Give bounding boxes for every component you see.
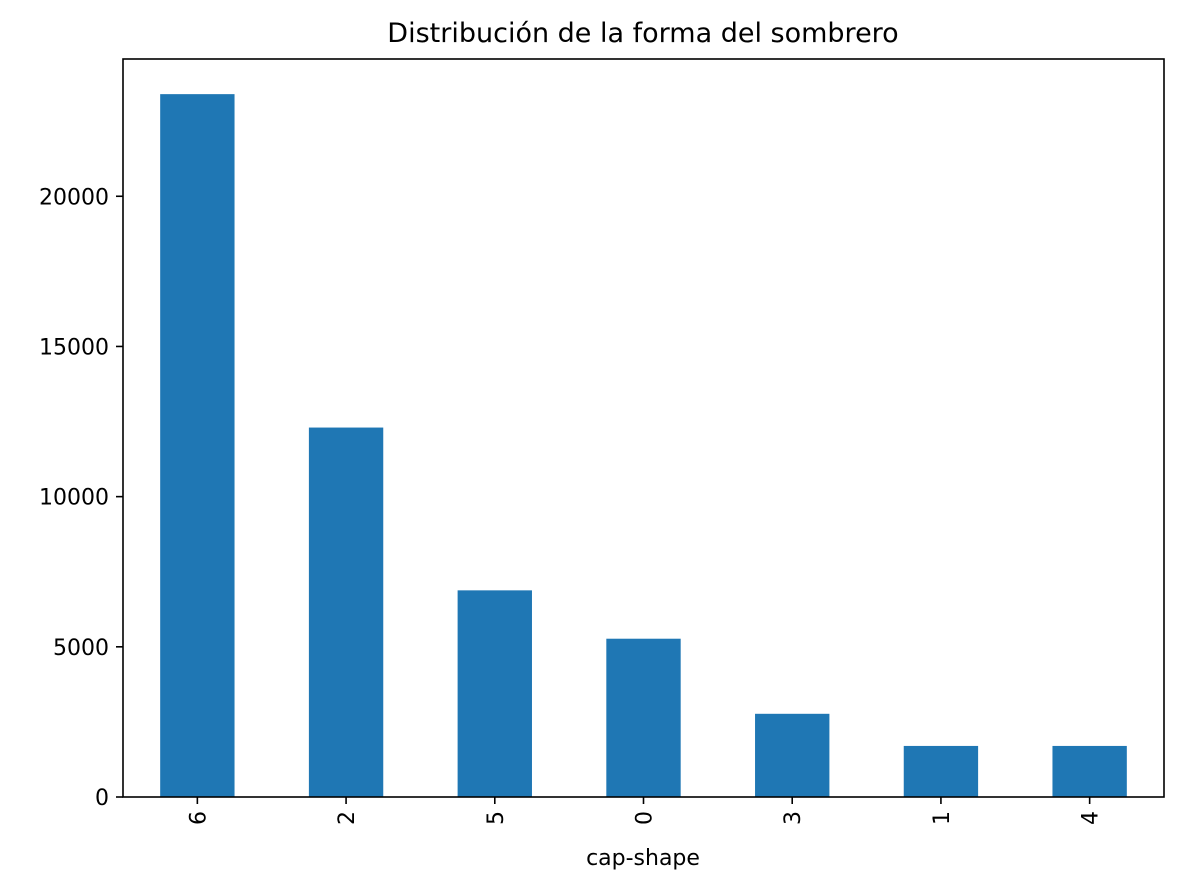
y-tick-label-0: 0 — [95, 786, 109, 811]
bar-5 — [457, 590, 532, 797]
y-tick-label-20000: 20000 — [39, 185, 109, 210]
x-tick-label-6: 6 — [186, 811, 211, 825]
x-tick-label-3: 3 — [781, 811, 806, 825]
bars-layer — [160, 94, 1127, 797]
x-axis-label: cap-shape — [586, 846, 700, 871]
bar-2 — [308, 427, 384, 797]
y-axis: 0 5000 10000 15000 20000 — [39, 185, 123, 811]
chart-title: Distribución de la forma del sombrero — [387, 18, 898, 49]
x-tick-label-1: 1 — [930, 811, 955, 825]
x-tick-label-5: 5 — [484, 811, 509, 825]
bar-1 — [903, 745, 979, 797]
bar-6 — [160, 94, 235, 797]
y-tick-label-15000: 15000 — [39, 335, 109, 360]
y-tick-label-5000: 5000 — [53, 636, 109, 661]
x-tick-label-4: 4 — [1079, 811, 1104, 825]
x-tick-label-2: 2 — [335, 811, 360, 825]
x-tick-label-0: 0 — [633, 811, 658, 825]
bar-3 — [755, 713, 830, 797]
y-tick-label-10000: 10000 — [39, 486, 109, 511]
bar-0 — [606, 638, 681, 797]
bar-4 — [1052, 745, 1127, 797]
plot-frame — [122, 58, 1165, 798]
x-axis: 6 2 5 0 3 1 4 — [186, 797, 1104, 825]
